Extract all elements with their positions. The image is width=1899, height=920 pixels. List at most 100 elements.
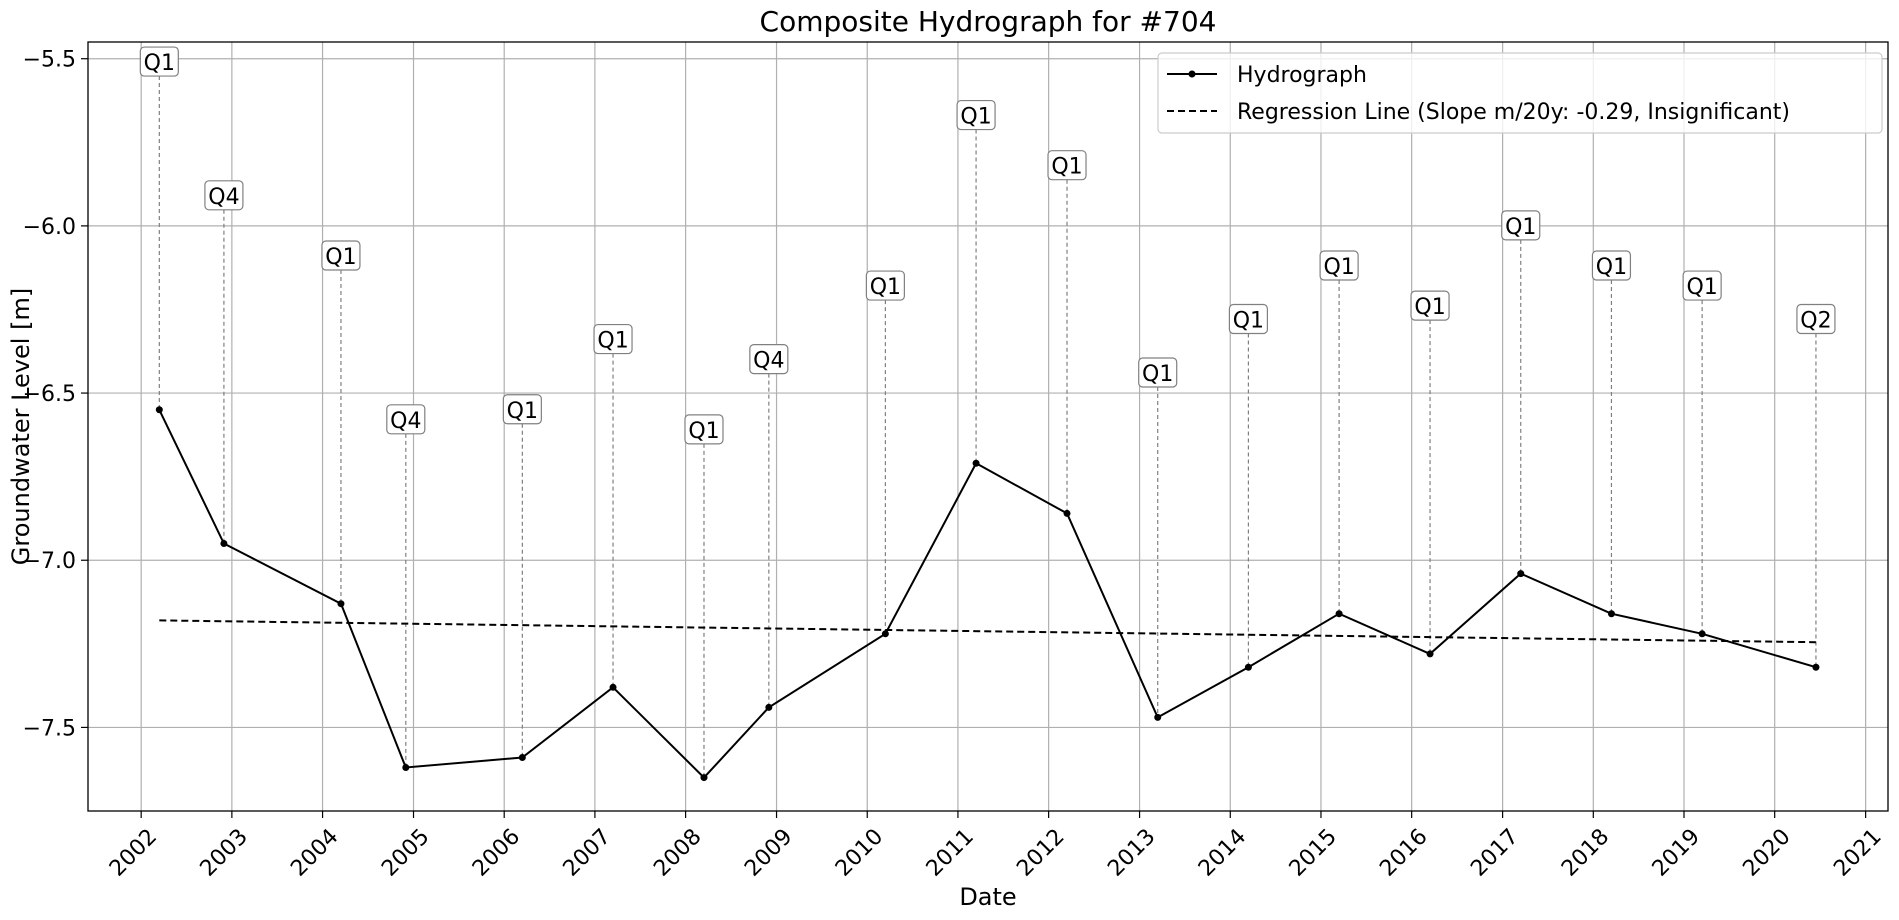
y-axis-ticks: −5.5 −6.0 −6.5 −7.0 −7.5 [23,48,88,741]
annotation-label: Q1 [1233,309,1264,334]
hydrograph-point [972,459,980,467]
hydrograph-point [1517,570,1525,578]
annotation-label: Q1 [688,419,719,444]
annotation-box [1682,270,1722,301]
x-tick-label: 2009 [740,824,797,881]
hydrograph-point [1244,663,1252,671]
annotation-label: Q1 [1596,255,1627,280]
annotation-box [1410,290,1450,321]
annotation-label: Q1 [1323,255,1354,280]
y-tick-label: −7.5 [23,716,76,741]
legend-box [1157,52,1883,134]
annotation-box [321,240,361,271]
quarter-annotation: Q1 [865,270,905,301]
quarter-annotation: Q4 [386,404,426,435]
annotation-label: Q1 [1505,215,1536,240]
quarter-annotation: Q1 [1319,250,1359,281]
x-tick-label: 2021 [1829,824,1886,881]
quarter-annotation: Q1 [1591,250,1632,281]
legend: Hydrograph Regression Line (Slope m/20y:… [1157,52,1883,134]
chart-title: Composite Hydrograph for #704 [760,5,1217,38]
series-lines [158,409,1817,780]
annotation-label: Q1 [1051,155,1082,180]
hydrograph-point [881,630,889,638]
annotation-label: Q1 [870,275,901,300]
quarter-annotation: Q1 [139,46,179,77]
annotation-label: Q2 [1800,309,1831,334]
hydrograph-point [1335,610,1343,618]
annotation-box [1796,303,1836,335]
annotation-box [1047,150,1087,181]
annotation-stems [158,76,1817,778]
quarter-annotation: Q1 [1138,357,1178,388]
annotation-box [139,46,179,77]
x-tick-label: 2013 [1103,824,1160,881]
hydrograph-point [1607,610,1615,618]
annotation-label: Q1 [1414,295,1445,320]
series-markers [155,406,1820,782]
annotation-box [204,180,244,211]
annotation-label: Q4 [208,185,239,210]
x-tick-label: 2006 [468,824,525,881]
annotation-label: Q1 [960,105,991,130]
grid-lines [88,42,1888,811]
hydrograph-point [155,406,163,414]
annotation-box [1228,303,1269,335]
quarter-annotation: Q1 [1682,270,1722,301]
y-axis-label: Groundwater Level [m] [7,288,35,565]
annotation-box [865,270,905,301]
x-tick-label: 2014 [1194,824,1251,881]
x-tick-label: 2016 [1375,824,1432,881]
quarter-annotation: Q4 [204,180,244,211]
annotation-label: Q1 [144,51,175,76]
x-tick-label: 2007 [559,824,616,881]
x-tick-label: 2008 [649,824,706,881]
x-tick-label: 2019 [1648,824,1705,881]
y-tick-label: −7.0 [23,549,76,574]
x-tick-label: 2005 [377,824,434,881]
annotation-label: Q1 [507,399,538,424]
quarter-annotation: Q2 [1796,303,1836,335]
legend-label-hydrograph: Hydrograph [1237,63,1367,88]
hydrograph-point [220,540,228,548]
regression-line [159,619,1816,644]
x-tick-label: 2012 [1012,824,1069,881]
y-tick-label: −6.5 [23,382,76,407]
hydrograph-point [518,754,526,762]
quarter-annotations: Q1 Q4 Q1 Q4 Q1 Q1 Q1 Q4 Q1 Q1 Q1 Q1 Q1 Q1 Q1 Q1 Q1 Q1 Q2 [139,46,1836,445]
annotation-box [1138,357,1178,388]
plot-area-frame [87,41,1889,812]
annotation-box [684,414,724,445]
hydrograph-point [1426,650,1434,658]
y-tick-label: −6.0 [23,215,76,240]
quarter-annotation: Q1 [593,323,633,355]
annotation-box [502,394,542,425]
annotation-label: Q4 [753,349,784,374]
x-tick-label: 2018 [1557,824,1614,881]
legend-marker-hydrograph [1188,70,1196,78]
quarter-annotation: Q1 [1047,150,1087,181]
x-tick-label: 2002 [105,824,162,881]
x-tick-label: 2015 [1285,824,1342,881]
x-tick-label: 2003 [196,824,253,881]
x-tick-label: 2017 [1466,824,1523,881]
quarter-annotation: Q1 [502,394,542,425]
hydrograph-point [1812,663,1820,671]
x-tick-label: 2010 [831,824,888,881]
annotation-label: Q1 [1686,275,1717,300]
annotation-box [1591,250,1632,281]
quarter-annotation: Q1 [684,414,724,445]
x-tick-label: 2020 [1738,824,1795,881]
annotation-label: Q4 [390,409,421,434]
annotation-box [749,344,789,375]
hydrograph-point [1154,713,1162,721]
y-tick-label: −5.5 [23,48,76,73]
annotation-box [1319,250,1359,281]
annotation-box [956,99,996,131]
hydrograph-point [402,764,410,772]
hydrograph-point [700,774,708,782]
hydrograph-point [337,600,345,608]
hydrograph-point [609,683,617,691]
quarter-annotation: Q1 [1501,210,1541,241]
